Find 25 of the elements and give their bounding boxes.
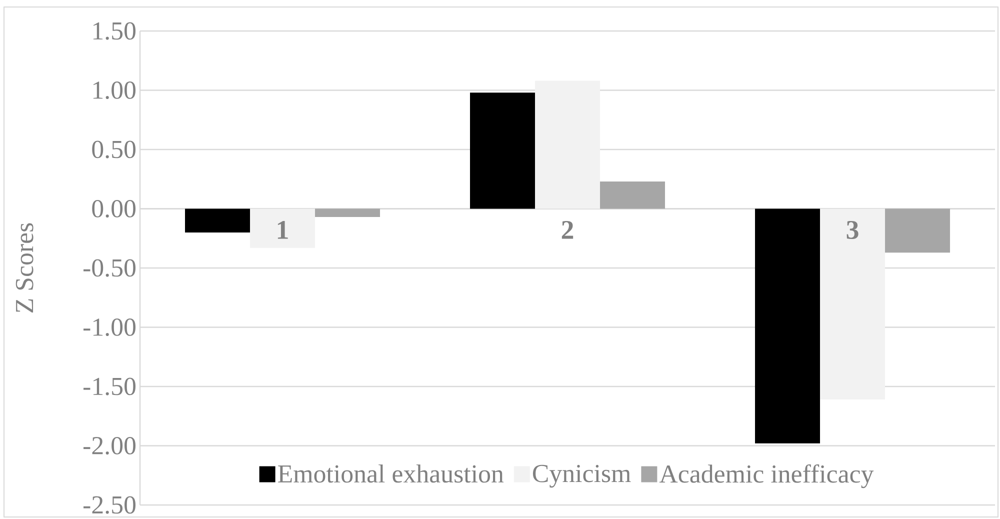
y-tick-label: 0.50	[92, 140, 136, 158]
bar	[470, 92, 536, 209]
x-tick-label: 2	[562, 220, 574, 239]
x-tick-label: 1	[278, 220, 288, 239]
y-tick-label: -0.50	[83, 259, 136, 277]
y-tick-label: -1.50	[83, 378, 136, 396]
bar	[600, 181, 666, 209]
bar	[820, 208, 886, 400]
y-tick-label: 1.00	[93, 81, 136, 100]
y-tick-label: -2.50	[83, 496, 136, 514]
bar	[250, 208, 316, 248]
y-tick-label: -2.00	[83, 436, 136, 455]
bar	[535, 80, 600, 209]
bar	[755, 208, 820, 444]
bar	[185, 208, 250, 232]
y-axis-title: Z Scores	[16, 223, 34, 312]
x-tick-label: 3	[846, 220, 858, 240]
y-tick-label: 0.00	[92, 200, 136, 218]
y-tick-label: -1.00	[83, 318, 136, 336]
legend-label: Academic inefficacy	[659, 464, 874, 488]
bar	[885, 208, 950, 253]
legend-label: Emotional exhaustion	[278, 464, 504, 483]
legend-label: Cynicism	[532, 464, 631, 488]
y-tick-label: 1.50	[93, 22, 136, 40]
bar	[315, 208, 380, 218]
